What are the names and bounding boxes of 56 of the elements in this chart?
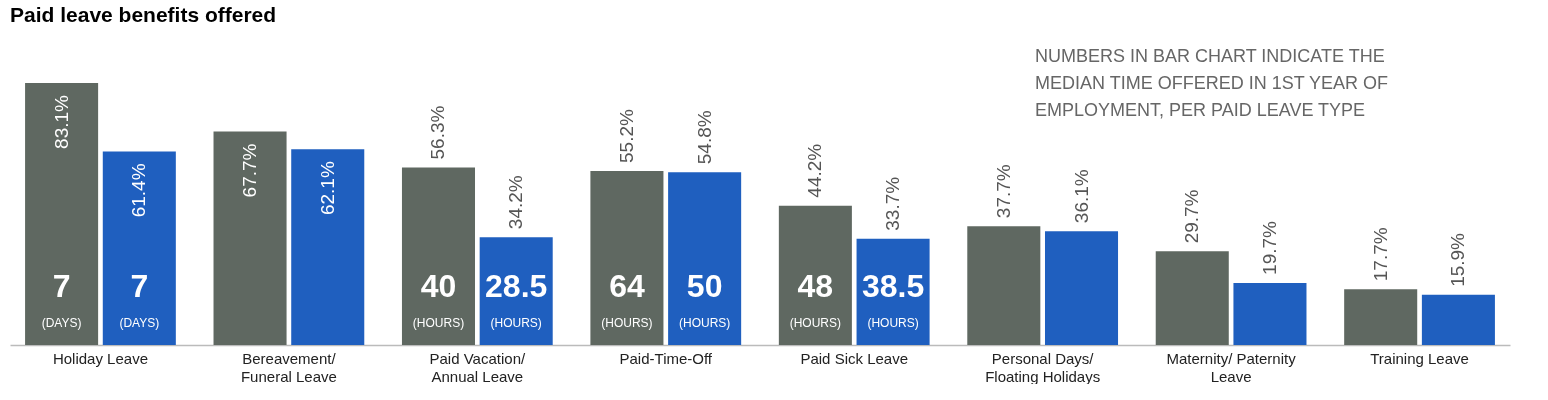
bar [1155, 251, 1229, 345]
annotation: 50 [686, 268, 723, 304]
annotation: 40 [420, 268, 457, 304]
x-tick-label: Paid Vacation/ Annual Leave [429, 349, 526, 385]
annotation: 28.5 [485, 268, 548, 304]
data-label: 15.9% [1447, 232, 1469, 287]
annotation: (HOURS) [678, 316, 731, 330]
bar [401, 167, 476, 345]
annotation: (DAYS) [119, 316, 160, 330]
data-label: 55.2% [615, 108, 637, 163]
data-label: 62.1% [316, 161, 338, 216]
annotation: 64 [609, 268, 645, 304]
data-label: 44.2% [804, 143, 826, 198]
annotation: (HOURS) [601, 316, 653, 330]
bar [590, 170, 664, 345]
annotation: (HOURS) [412, 316, 465, 330]
data-label: 54.8% [693, 110, 715, 165]
data-label: 29.7% [1181, 189, 1203, 244]
bar [1044, 231, 1119, 345]
x-tick-label: Maternity/ Paternity Leave [1166, 349, 1297, 385]
bar [1233, 282, 1307, 345]
x-tick-label: Paid Sick Leave [800, 349, 909, 367]
x-tick-label: Training Leave [1370, 349, 1469, 367]
data-label: 34.2% [505, 175, 527, 230]
data-label: 17.7% [1369, 227, 1391, 282]
bar [213, 131, 287, 345]
bar [1344, 289, 1418, 345]
annotation: 48 [797, 268, 834, 304]
annotation: NUMBERS IN BAR CHART INDICATE THE MEDIAN TIME OFFERED IN 1ST YEAR OF EMPLOYMENT, PER PAID LEAVE TYPE [1035, 46, 1389, 120]
annotation: (HOURS) [490, 316, 542, 330]
data-label: 19.7% [1258, 220, 1280, 275]
annotation: (HOURS) [867, 316, 919, 330]
annotation: (HOURS) [789, 316, 842, 330]
bar [1421, 294, 1495, 345]
data-label: 56.3% [427, 105, 449, 160]
bar [668, 172, 742, 345]
data-label: 37.7% [992, 164, 1014, 219]
annotation: (DAYS) [41, 316, 82, 330]
x-tick-label: Holiday Leave [52, 349, 148, 367]
data-label: 67.7% [239, 143, 261, 198]
bar [778, 205, 852, 345]
bar [967, 226, 1041, 345]
annotation: 7 [52, 268, 71, 304]
x-tick-label: Personal Days/ Floating Holidays [985, 349, 1101, 385]
data-label: 36.1% [1070, 169, 1092, 224]
x-tick-label: Bereavement/ Funeral Leave [240, 349, 337, 385]
bar [102, 151, 176, 345]
x-tick-label: Paid-Time-Off [619, 349, 713, 367]
bar [291, 149, 365, 345]
data-label: 33.7% [882, 176, 904, 231]
chart-title: Paid leave benefits offered [10, 3, 277, 26]
data-label: 83.1% [50, 94, 72, 149]
annotation: 7 [130, 268, 149, 304]
bar [25, 83, 99, 345]
data-label: 61.4% [128, 163, 150, 218]
annotation: 38.5 [861, 268, 925, 304]
